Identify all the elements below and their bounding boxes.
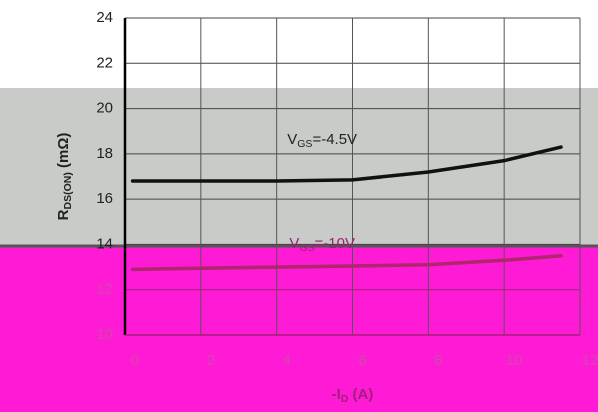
x-axis-label-rest: (A) [348, 386, 373, 403]
y-tick-label: 14 [96, 235, 113, 252]
y-axis-label-main: R [55, 209, 72, 220]
series-label-main: V [289, 235, 299, 252]
band-magenta [0, 246, 598, 412]
band-gray [0, 88, 598, 246]
x-axis-label: -ID (A) [332, 386, 374, 405]
series-label-rest: =-10V [315, 235, 355, 252]
x-tick-label: 10 [506, 352, 523, 369]
x-tick-label: 4 [282, 352, 290, 369]
x-tick-label: 2 [207, 352, 215, 369]
x-axis-label-main: -I [332, 386, 341, 403]
series-label-sub: GS [297, 138, 312, 150]
series-label-rest: =-4.5V [312, 131, 357, 148]
y-tick-label: 20 [96, 100, 113, 117]
y-axis-label-rest: (mΩ) [55, 133, 72, 173]
series-label-sub: GS [299, 242, 314, 254]
y-tick-label: 24 [96, 9, 113, 26]
y-tick-label: 22 [96, 54, 113, 71]
band-white [0, 0, 598, 88]
x-tick-label: 12 [582, 352, 598, 369]
series-line [130, 254, 563, 272]
x-tick-label: 6 [358, 352, 366, 369]
y-tick-label: 12 [96, 281, 113, 298]
x-tick-label: 8 [434, 352, 442, 369]
series-label-main: V [287, 131, 297, 148]
y-axis-label: RDS(ON) (mΩ) [55, 133, 74, 221]
series-line [130, 145, 563, 183]
x-axis-label-sub: D [341, 393, 349, 405]
y-axis-label-sub: DS(ON) [62, 172, 74, 209]
y-tick-label: 18 [96, 145, 113, 162]
x-tick-label: 0 [131, 352, 139, 369]
y-tick-label: 16 [96, 190, 113, 207]
y-tick-label: 10 [96, 326, 113, 343]
series-label: VGS=-10V [289, 235, 355, 254]
series-label: VGS=-4.5V [287, 131, 357, 150]
